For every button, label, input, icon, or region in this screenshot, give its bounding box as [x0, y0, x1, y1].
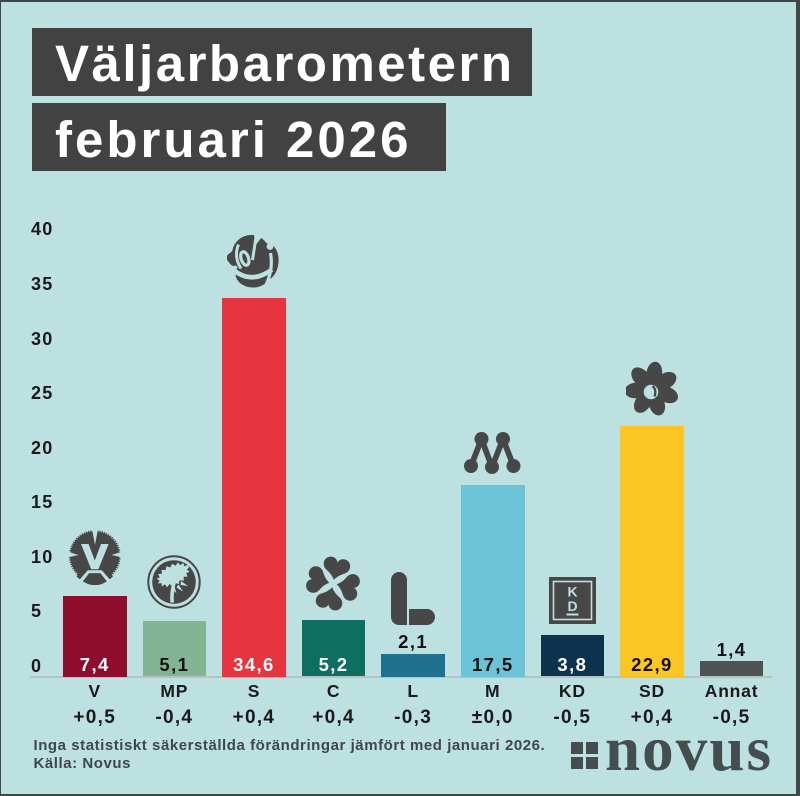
svg-text:K: K: [567, 584, 577, 600]
svg-text:D: D: [567, 598, 577, 614]
